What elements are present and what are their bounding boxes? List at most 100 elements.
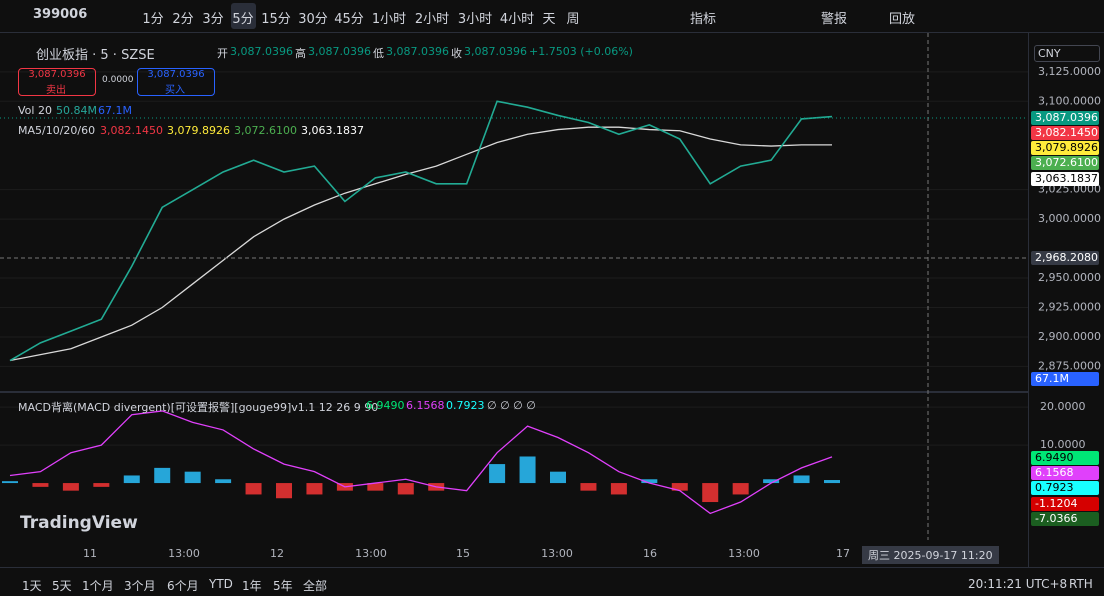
macd-hist-bar bbox=[550, 471, 566, 484]
time-tick-label: 13:00 bbox=[355, 547, 387, 560]
macd-hist-bar bbox=[641, 479, 658, 484]
price-tick-label: 2,950.0000 bbox=[1038, 271, 1101, 284]
symbol-name: 创业板指 · 5 · SZSE bbox=[36, 48, 155, 63]
replay[interactable]: 回放 bbox=[888, 12, 916, 27]
ohlc-high_label: 高 bbox=[295, 47, 306, 60]
macd-hist-bar bbox=[397, 483, 414, 495]
time-tick-label: 17 bbox=[836, 547, 850, 560]
price-badge: 3,087.0396 bbox=[1031, 111, 1099, 125]
ohlc-close_label: 收 bbox=[451, 47, 462, 60]
macd-badge: -1.1204 bbox=[1031, 497, 1099, 511]
spread: 0.0000 bbox=[102, 75, 134, 85]
range-button[interactable]: 5年 bbox=[273, 579, 293, 593]
ohlc-change: +1.7503 (+0.06%) bbox=[529, 45, 633, 58]
interval[interactable]: 2小时 bbox=[414, 12, 450, 27]
macd-tick-label: 20.0000 bbox=[1040, 400, 1086, 413]
ma-value: 3,079.8926 bbox=[167, 124, 230, 137]
ohlc-close: 3,087.0396 bbox=[464, 45, 527, 58]
macd-hist-bar bbox=[732, 483, 749, 495]
macd-dif-line bbox=[9, 410, 833, 515]
macd-v1: 6.9490 bbox=[366, 399, 405, 412]
price-badge: 3,063.1837 bbox=[1031, 172, 1099, 186]
interval[interactable]: 30分 bbox=[298, 12, 328, 27]
macd-hist-bar bbox=[2, 481, 18, 484]
range-button[interactable]: 1个月 bbox=[82, 579, 114, 593]
macd-tick-label: 10.0000 bbox=[1040, 438, 1086, 451]
macd-hist-bar bbox=[32, 483, 49, 487]
ma-label: MA5/10/20/60 bbox=[18, 124, 96, 137]
macd-badge: 6.1568 bbox=[1031, 466, 1099, 480]
macd-hist-bar bbox=[62, 483, 79, 491]
range-button[interactable]: 5天 bbox=[52, 579, 72, 593]
time-tick-label: 11 bbox=[83, 547, 97, 560]
range-button[interactable]: 1年 bbox=[242, 579, 262, 593]
price-tick-label: 2,925.0000 bbox=[1038, 301, 1101, 314]
price-tick-label: 3,100.0000 bbox=[1038, 94, 1101, 107]
time-tick-label: 13:00 bbox=[728, 547, 760, 560]
macd-badge: 6.9490 bbox=[1031, 451, 1099, 465]
macd-hist-bar bbox=[610, 483, 627, 495]
macd-hist-bar bbox=[306, 483, 323, 495]
macd-hist-bar bbox=[154, 467, 171, 484]
close-line bbox=[9, 100, 833, 362]
time-tick-label: 13:00 bbox=[168, 547, 200, 560]
sell: 卖出 bbox=[46, 85, 66, 96]
interval[interactable]: 1小时 bbox=[371, 12, 407, 27]
sell-price[interactable]: 3,087.0396 bbox=[18, 68, 96, 96]
macd-hist-bar bbox=[519, 456, 536, 484]
price-badge: 2,968.2080 bbox=[1031, 251, 1099, 265]
range-button[interactable]: 3个月 bbox=[124, 579, 156, 593]
interval[interactable]: 15分 bbox=[261, 12, 291, 27]
active-interval-bg bbox=[231, 3, 256, 29]
macd-v2: 6.1568 bbox=[406, 399, 445, 412]
macd-hist-bar bbox=[123, 475, 140, 484]
range-button[interactable]: 6个月 bbox=[167, 579, 199, 593]
interval[interactable]: 5分 bbox=[232, 12, 254, 27]
buy-price[interactable]: 3,087.0396 bbox=[137, 68, 215, 96]
symbol[interactable]: 399006 bbox=[33, 7, 88, 22]
macd-badge: 0.7923 bbox=[1031, 481, 1099, 495]
range-button[interactable]: 1天 bbox=[22, 579, 42, 593]
time-tick-label: 15 bbox=[456, 547, 470, 560]
range-button[interactable]: YTD bbox=[209, 577, 233, 591]
range-button[interactable]: 全部 bbox=[303, 579, 328, 593]
ma-value: 3,072.6100 bbox=[234, 124, 297, 137]
price-badge: 3,079.8926 bbox=[1031, 141, 1099, 155]
interval[interactable]: 天 bbox=[542, 12, 556, 27]
time-tick-label: 16 bbox=[643, 547, 657, 560]
ma-value: 3,063.1837 bbox=[301, 124, 364, 137]
interval[interactable]: 周 bbox=[566, 12, 580, 27]
ohlc-open_label: 开 bbox=[217, 47, 228, 60]
time-tick-label: 13:00 bbox=[541, 547, 573, 560]
macd-hist-bar bbox=[763, 479, 780, 484]
price-badge: 67.1M bbox=[1031, 372, 1099, 386]
clock: 20:11:21 UTC+8 bbox=[968, 577, 1068, 591]
price-badge: 3,072.6100 bbox=[1031, 156, 1099, 170]
time-tick-label: 12 bbox=[270, 547, 284, 560]
indicators[interactable]: 指标 bbox=[689, 12, 717, 27]
currency[interactable]: CNY bbox=[1034, 45, 1100, 62]
interval[interactable]: 1分 bbox=[142, 12, 164, 27]
vol-label: Vol 20 bbox=[18, 104, 52, 117]
interval[interactable]: 45分 bbox=[334, 12, 364, 27]
alert[interactable]: 警报 bbox=[820, 12, 848, 27]
macd-hist-bar bbox=[367, 483, 384, 491]
session[interactable]: RTH bbox=[1069, 577, 1093, 591]
macd-hist-bar bbox=[489, 464, 506, 484]
ohlc-high: 3,087.0396 bbox=[308, 45, 371, 58]
interval[interactable]: 3分 bbox=[202, 12, 224, 27]
price-tick-label: 3,125.0000 bbox=[1038, 65, 1101, 78]
logo: TradingView bbox=[20, 513, 138, 533]
ohlc-low: 3,087.0396 bbox=[386, 45, 449, 58]
buy: 买入 bbox=[165, 85, 185, 96]
interval[interactable]: 2分 bbox=[172, 12, 194, 27]
price-tick-label: 2,900.0000 bbox=[1038, 330, 1101, 343]
macd-hist-bar bbox=[184, 471, 201, 484]
price-badge: 3,082.1450 bbox=[1031, 126, 1099, 140]
macd-label: MACD背离(MACD divergent)[可设置报警][gouge99]v1… bbox=[18, 401, 379, 414]
interval[interactable]: 3小时 bbox=[457, 12, 493, 27]
crosshair-time: 周三 2025-09-17 11:20 bbox=[862, 546, 999, 564]
interval[interactable]: 4小时 bbox=[499, 12, 535, 27]
vol2: 67.1M bbox=[98, 104, 132, 117]
